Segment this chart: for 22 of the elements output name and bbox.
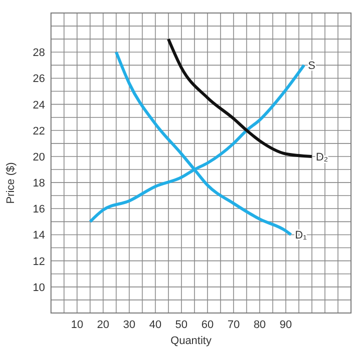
y-tick-label: 10 — [32, 282, 45, 294]
y-tick-label: 24 — [32, 99, 45, 112]
x-tick-label: 90 — [280, 319, 292, 331]
y-tick-label: 26 — [32, 73, 45, 86]
x-tick-label: 30 — [123, 319, 136, 331]
y-tick-label: 22 — [32, 125, 45, 138]
x-tick-label: 80 — [254, 319, 266, 331]
x-tick-label: 40 — [149, 319, 162, 331]
line-series — [166, 38, 314, 158]
y-tick-label: 18 — [32, 178, 45, 190]
x-axis-title: Quantity — [170, 335, 212, 347]
y-tick-label: 28 — [32, 47, 45, 60]
x-tick-label: 60 — [201, 319, 214, 331]
y-axis-title: Price ($) — [5, 162, 17, 204]
y-tick-label: 16 — [32, 204, 45, 216]
y-tick-label: 14 — [32, 230, 45, 242]
x-tick-label: 10 — [70, 319, 84, 331]
y-tick-label: 20 — [32, 151, 45, 164]
x-tick-label: 50 — [175, 319, 188, 331]
x-tick-label: 70 — [227, 319, 240, 331]
y-tick-label: 12 — [32, 256, 45, 268]
x-tick-label: 20 — [97, 319, 110, 331]
